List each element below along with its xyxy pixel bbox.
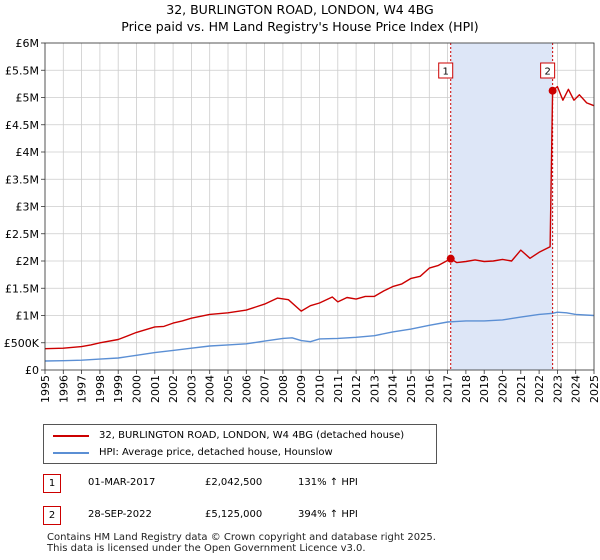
x-tick-label: 2013 bbox=[368, 375, 381, 403]
x-tick-label: 2006 bbox=[240, 375, 253, 403]
hpi-line bbox=[44, 311, 595, 362]
x-tick-label: 2011 bbox=[332, 375, 345, 403]
axes: £0 £500K £1M £1.5M £2M £2.5M £3M £3.5M £4M £4.5M £… bbox=[4, 37, 600, 403]
sale-point bbox=[446, 254, 455, 263]
x-tick-label: 2022 bbox=[533, 375, 546, 403]
chart-subtitle: Price paid vs. HM Land Registry's House … bbox=[121, 19, 479, 34]
x-tick-label: 2007 bbox=[259, 375, 272, 403]
legend-swatch-hpi bbox=[53, 452, 89, 454]
transaction-row: 1 01-MAR-2017 £2,042,500 131% ↑ HPI bbox=[43, 474, 463, 494]
x-tick-label: 2008 bbox=[277, 375, 290, 403]
transaction-date: 01-MAR-2017 bbox=[88, 477, 156, 488]
y-tick-label: £2.5M bbox=[5, 228, 39, 241]
y-tick-label: £5M bbox=[16, 92, 40, 105]
legend-label-property: 32, BURLINGTON ROAD, LONDON, W4 4BG (det… bbox=[99, 430, 405, 441]
x-tick-label: 2003 bbox=[185, 375, 198, 403]
x-tick-label: 2024 bbox=[570, 375, 583, 403]
x-tick-label: 2015 bbox=[405, 375, 418, 403]
x-tick-label: 2001 bbox=[149, 375, 162, 403]
y-tick-label: £3M bbox=[16, 201, 40, 214]
footer-licence: This data is licensed under the Open Gov… bbox=[47, 543, 366, 554]
legend: 32, BURLINGTON ROAD, LONDON, W4 4BG (det… bbox=[43, 424, 437, 464]
sale-marker-box bbox=[540, 62, 556, 79]
transaction-price: £2,042,500 bbox=[205, 477, 263, 488]
y-tick-label: £5.5M bbox=[5, 64, 39, 77]
x-tick-label: 2004 bbox=[204, 375, 217, 403]
x-tick-label: 2023 bbox=[551, 375, 564, 403]
legend-label-hpi: HPI: Average price, detached house, Houn… bbox=[99, 447, 333, 458]
x-tick-label: 1997 bbox=[76, 375, 89, 403]
y-tick-label: £1.5M bbox=[5, 282, 39, 295]
x-tick-label: 2000 bbox=[131, 375, 144, 403]
transaction-row: 2 28-SEP-2022 £5,125,000 394% ↑ HPI bbox=[43, 506, 463, 526]
footer-copyright: Contains HM Land Registry data © Crown c… bbox=[47, 532, 436, 543]
x-tick-label: 2010 bbox=[314, 375, 327, 403]
transaction-price: £5,125,000 bbox=[205, 509, 263, 520]
transaction-date: 28-SEP-2022 bbox=[88, 509, 152, 520]
y-tick-label: £2M bbox=[16, 255, 40, 268]
transaction-hpi-change: 394% ↑ HPI bbox=[298, 509, 358, 520]
chart-title: 32, BURLINGTON ROAD, LONDON, W4 4BG bbox=[166, 2, 434, 17]
y-tick-label: £4.5M bbox=[5, 119, 39, 132]
x-tick-label: 2025 bbox=[588, 375, 600, 403]
x-tick-label: 2018 bbox=[460, 375, 473, 403]
x-tick-label: 2017 bbox=[442, 375, 455, 403]
y-tick-label: £3.5M bbox=[5, 173, 39, 186]
x-tick-label: 2014 bbox=[387, 375, 400, 403]
x-tick-label: 1996 bbox=[57, 375, 70, 403]
x-tick-label: 2005 bbox=[222, 375, 235, 403]
x-tick-label: 2009 bbox=[295, 375, 308, 403]
series-lines bbox=[44, 85, 595, 362]
y-tick-label: £6M bbox=[16, 37, 40, 50]
transaction-marker: 1 bbox=[43, 474, 61, 493]
y-tick-label: £500K bbox=[4, 337, 40, 350]
sale-marker-label: 1 bbox=[443, 67, 449, 78]
y-tick-label: £4M bbox=[16, 146, 40, 159]
transaction-marker: 2 bbox=[43, 506, 61, 525]
x-tick-label: 2020 bbox=[497, 375, 510, 403]
x-tick-label: 1999 bbox=[112, 375, 125, 403]
x-tick-label: 2019 bbox=[478, 375, 491, 403]
property-price-line bbox=[44, 85, 595, 350]
x-tick-label: 2012 bbox=[350, 375, 363, 403]
transaction-hpi-change: 131% ↑ HPI bbox=[298, 477, 358, 488]
sale-marker-box bbox=[438, 62, 454, 79]
x-tick-label: 2016 bbox=[423, 375, 436, 403]
x-tick-label: 1998 bbox=[94, 375, 107, 403]
x-tick-label: 1995 bbox=[39, 375, 52, 403]
sale-marker-label: 2 bbox=[544, 67, 550, 78]
y-tick-label: £0 bbox=[25, 364, 39, 377]
x-tick-label: 2021 bbox=[515, 375, 528, 403]
y-tick-label: £1M bbox=[16, 310, 40, 323]
legend-swatch-property bbox=[53, 435, 89, 437]
x-tick-label: 2002 bbox=[167, 375, 180, 403]
sale-point bbox=[548, 86, 557, 95]
